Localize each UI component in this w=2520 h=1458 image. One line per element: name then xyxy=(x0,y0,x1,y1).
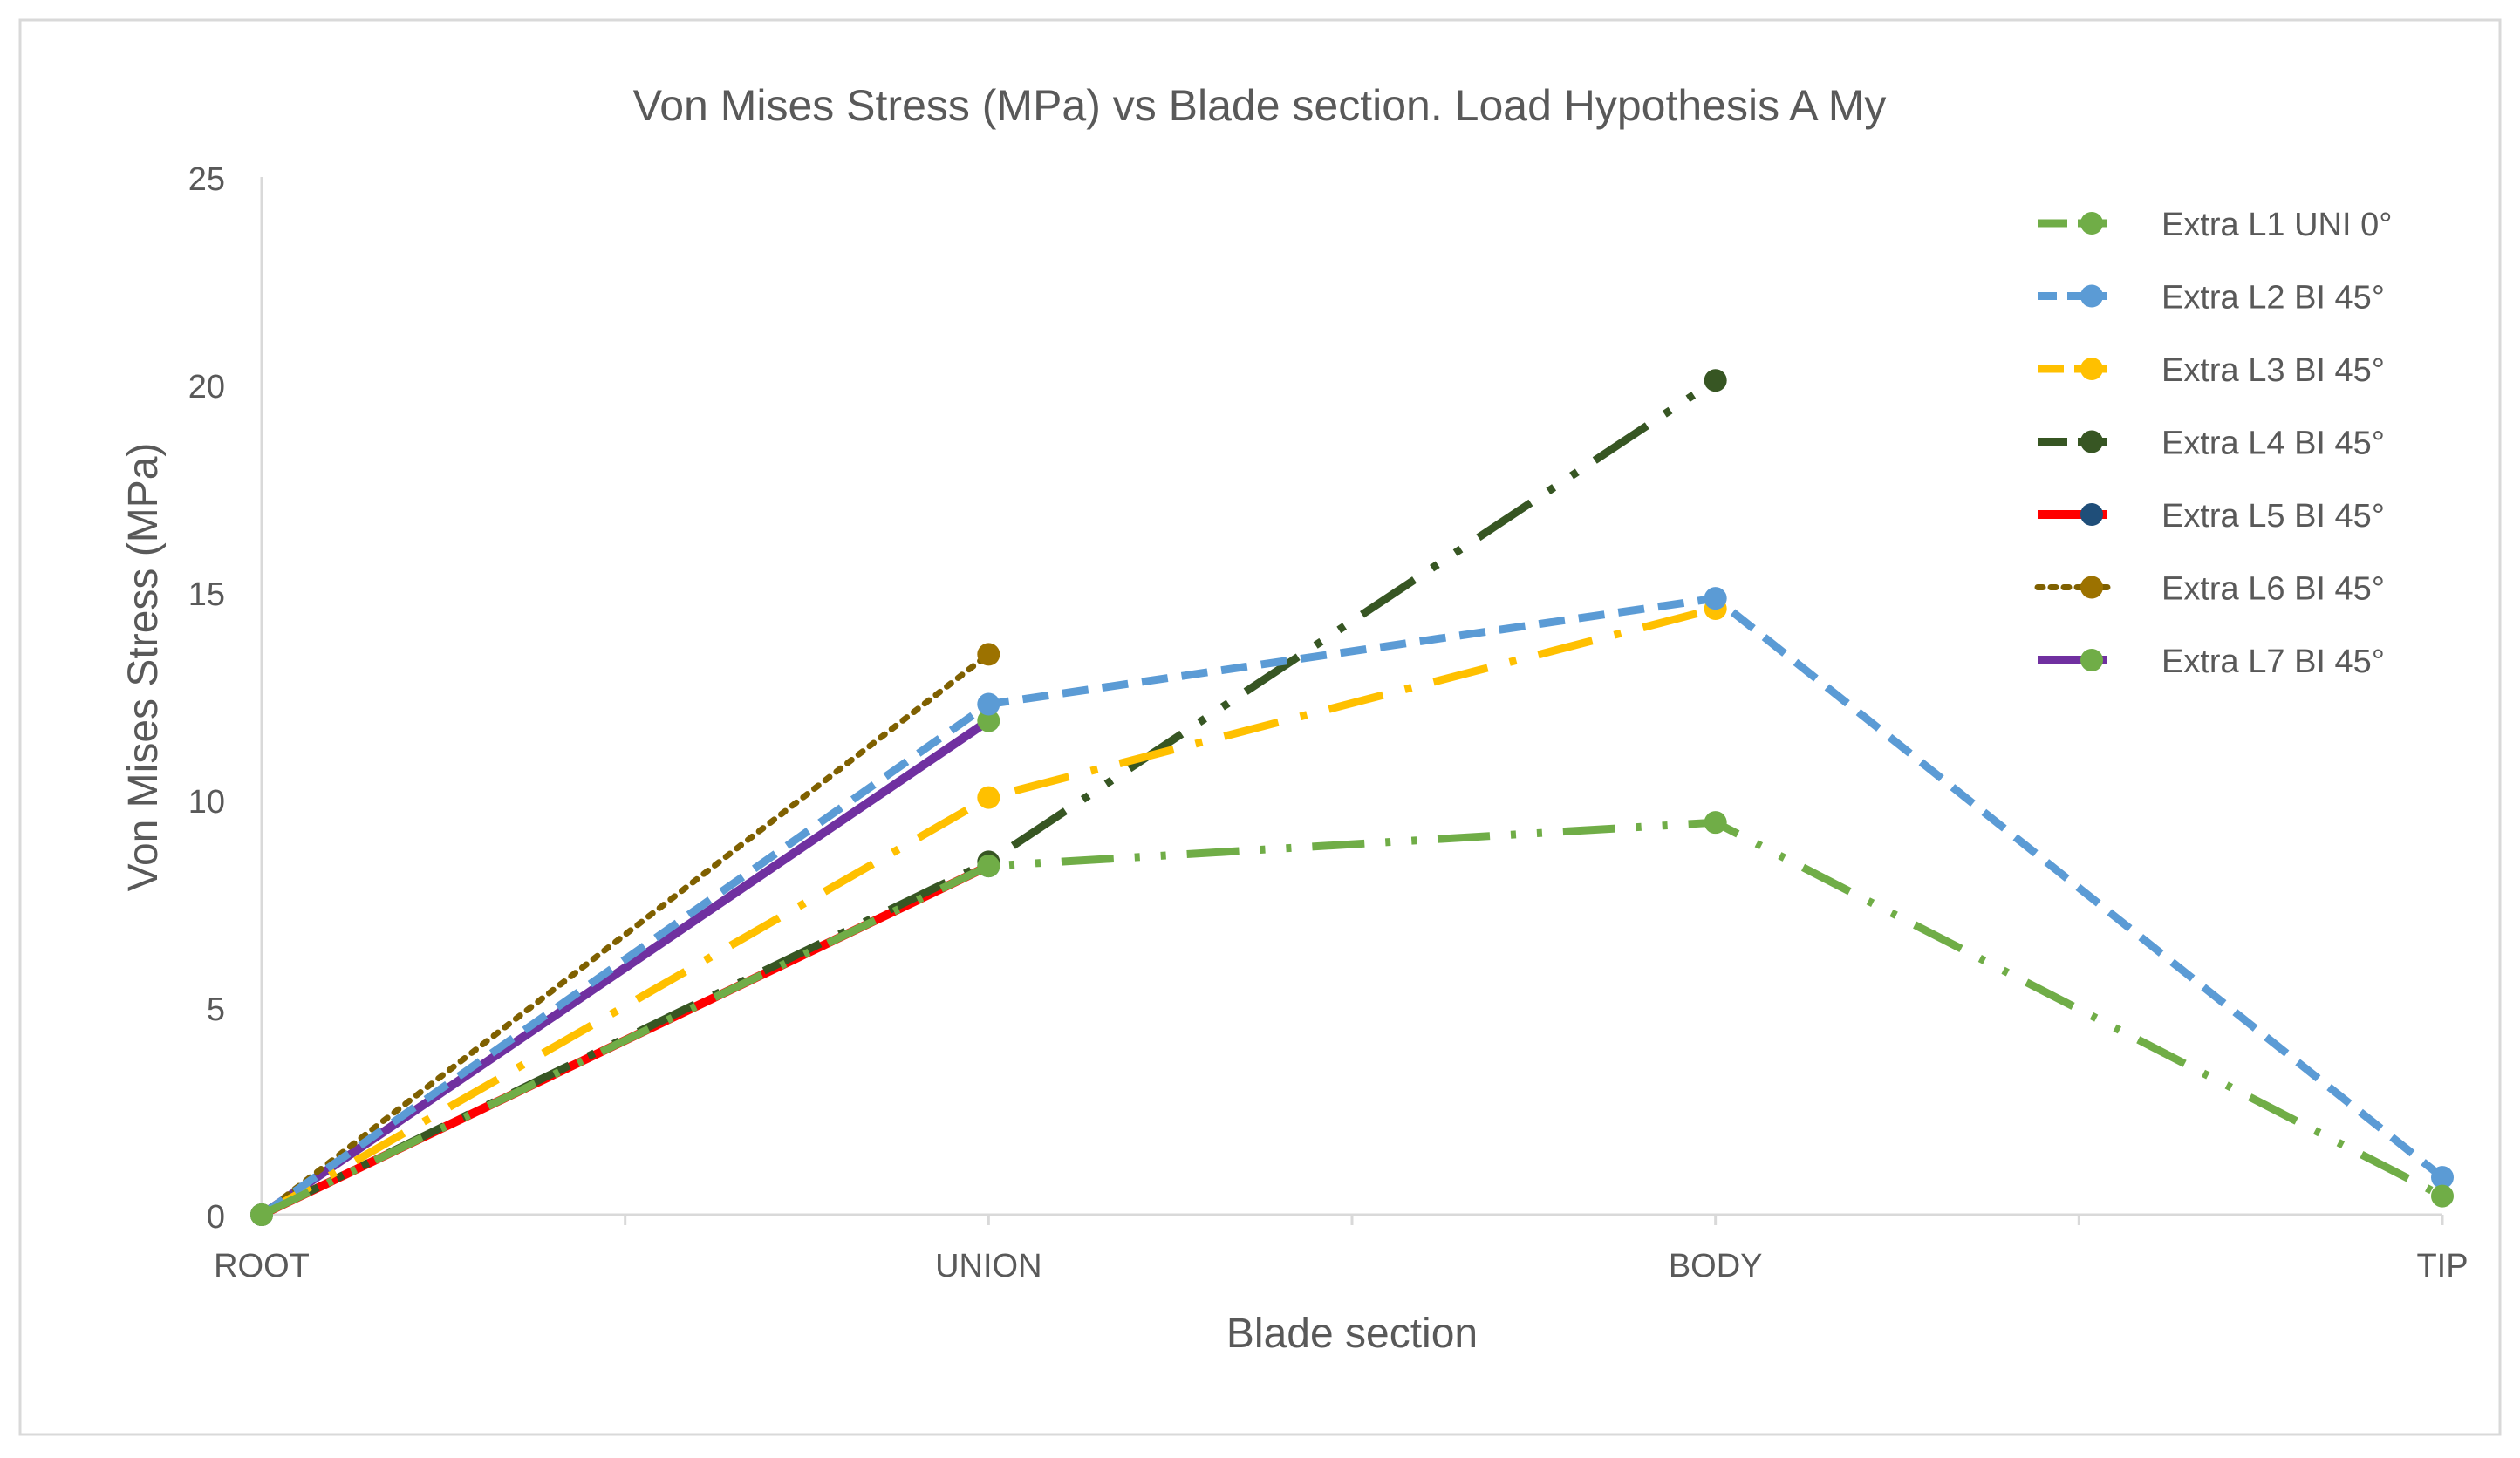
legend-marker xyxy=(2080,430,2103,453)
legend-marker xyxy=(2080,212,2103,235)
legend-item-extra-l6: Extra L6 BI 45° xyxy=(2034,571,2385,608)
legend-label: Extra L2 BI 45° xyxy=(2161,280,2385,317)
data-point xyxy=(977,692,1000,716)
series-line xyxy=(258,651,992,1218)
legend-item-extra-l5: Extra L5 BI 45° xyxy=(2038,498,2385,535)
data-point xyxy=(250,1203,273,1226)
legend-label: Extra L3 BI 45° xyxy=(2161,352,2385,389)
series-layer xyxy=(250,369,2454,1226)
legend-label: Extra L1 UNI 0° xyxy=(2161,207,2392,243)
x-axis-label: Blade section xyxy=(1226,1311,1478,1357)
y-tick-label: 5 xyxy=(207,991,225,1028)
y-axis-label: Von Mises Stress (MPa) xyxy=(120,443,167,892)
legend-label: Extra L5 BI 45° xyxy=(2161,498,2385,535)
data-point xyxy=(977,709,1000,732)
legend: Extra L1 UNI 0° Extra L2 BI 45° Extra L3 B… xyxy=(2034,207,2392,680)
series-extra-l1 xyxy=(250,811,2454,1226)
x-tick-label-root: ROOT xyxy=(214,1248,310,1284)
y-axis-ticks: 0 5 10 15 20 25 xyxy=(188,161,225,1236)
data-point xyxy=(1704,811,1727,835)
data-point xyxy=(977,855,1000,878)
x-axis-ticks: ROOT UNION BODY TIP xyxy=(214,1215,2469,1284)
legend-marker xyxy=(2080,576,2103,599)
data-point xyxy=(2431,1184,2454,1208)
y-tick-label: 25 xyxy=(188,161,225,198)
series-line xyxy=(259,594,2445,1218)
legend-label: Extra L7 BI 45° xyxy=(2161,644,2385,680)
legend-item-extra-l1: Extra L1 UNI 0° xyxy=(2038,207,2392,243)
chart-title: Von Mises Stress (MPa) vs Blade section.… xyxy=(633,81,1887,130)
legend-marker xyxy=(2080,649,2103,671)
legend-item-extra-l7: Extra L7 BI 45° xyxy=(2038,644,2385,680)
legend-item-extra-l4: Extra L4 BI 45° xyxy=(2038,426,2385,462)
y-tick-label: 20 xyxy=(188,369,225,405)
data-point xyxy=(977,643,1000,666)
legend-item-extra-l3: Extra L3 BI 45° xyxy=(2038,352,2385,389)
legend-marker xyxy=(2080,284,2103,308)
legend-label: Extra L4 BI 45° xyxy=(2161,426,2385,462)
y-tick-label: 0 xyxy=(207,1199,225,1236)
series-line xyxy=(260,818,2445,1219)
x-tick-label-union: UNION xyxy=(935,1248,1041,1284)
x-tick-label-tip: TIP xyxy=(2416,1248,2468,1284)
data-point xyxy=(1704,587,1727,610)
data-point xyxy=(977,786,1000,809)
legend-item-extra-l2: Extra L2 BI 45° xyxy=(2038,280,2385,317)
data-point xyxy=(2431,1166,2454,1189)
legend-marker xyxy=(2080,503,2103,526)
y-tick-label: 15 xyxy=(188,576,225,613)
x-tick-label-body: BODY xyxy=(1669,1248,1763,1284)
y-tick-label: 10 xyxy=(188,784,225,821)
data-point xyxy=(1704,369,1727,392)
legend-marker xyxy=(2080,358,2103,380)
legend-label: Extra L6 BI 45° xyxy=(2161,571,2385,608)
